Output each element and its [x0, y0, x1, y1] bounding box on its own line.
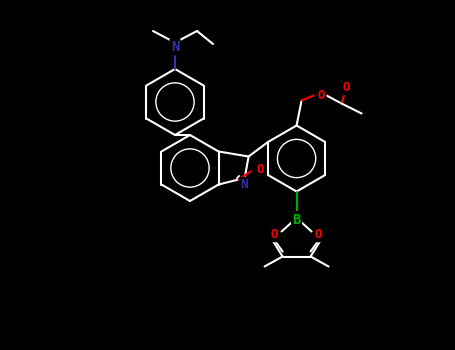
Text: O: O: [315, 228, 322, 241]
Text: O: O: [257, 163, 264, 176]
Text: B: B: [293, 212, 301, 226]
Text: O: O: [318, 89, 325, 102]
Text: N: N: [171, 40, 179, 54]
Text: N: N: [240, 178, 248, 191]
Text: O: O: [271, 228, 278, 241]
Text: O: O: [343, 81, 350, 94]
